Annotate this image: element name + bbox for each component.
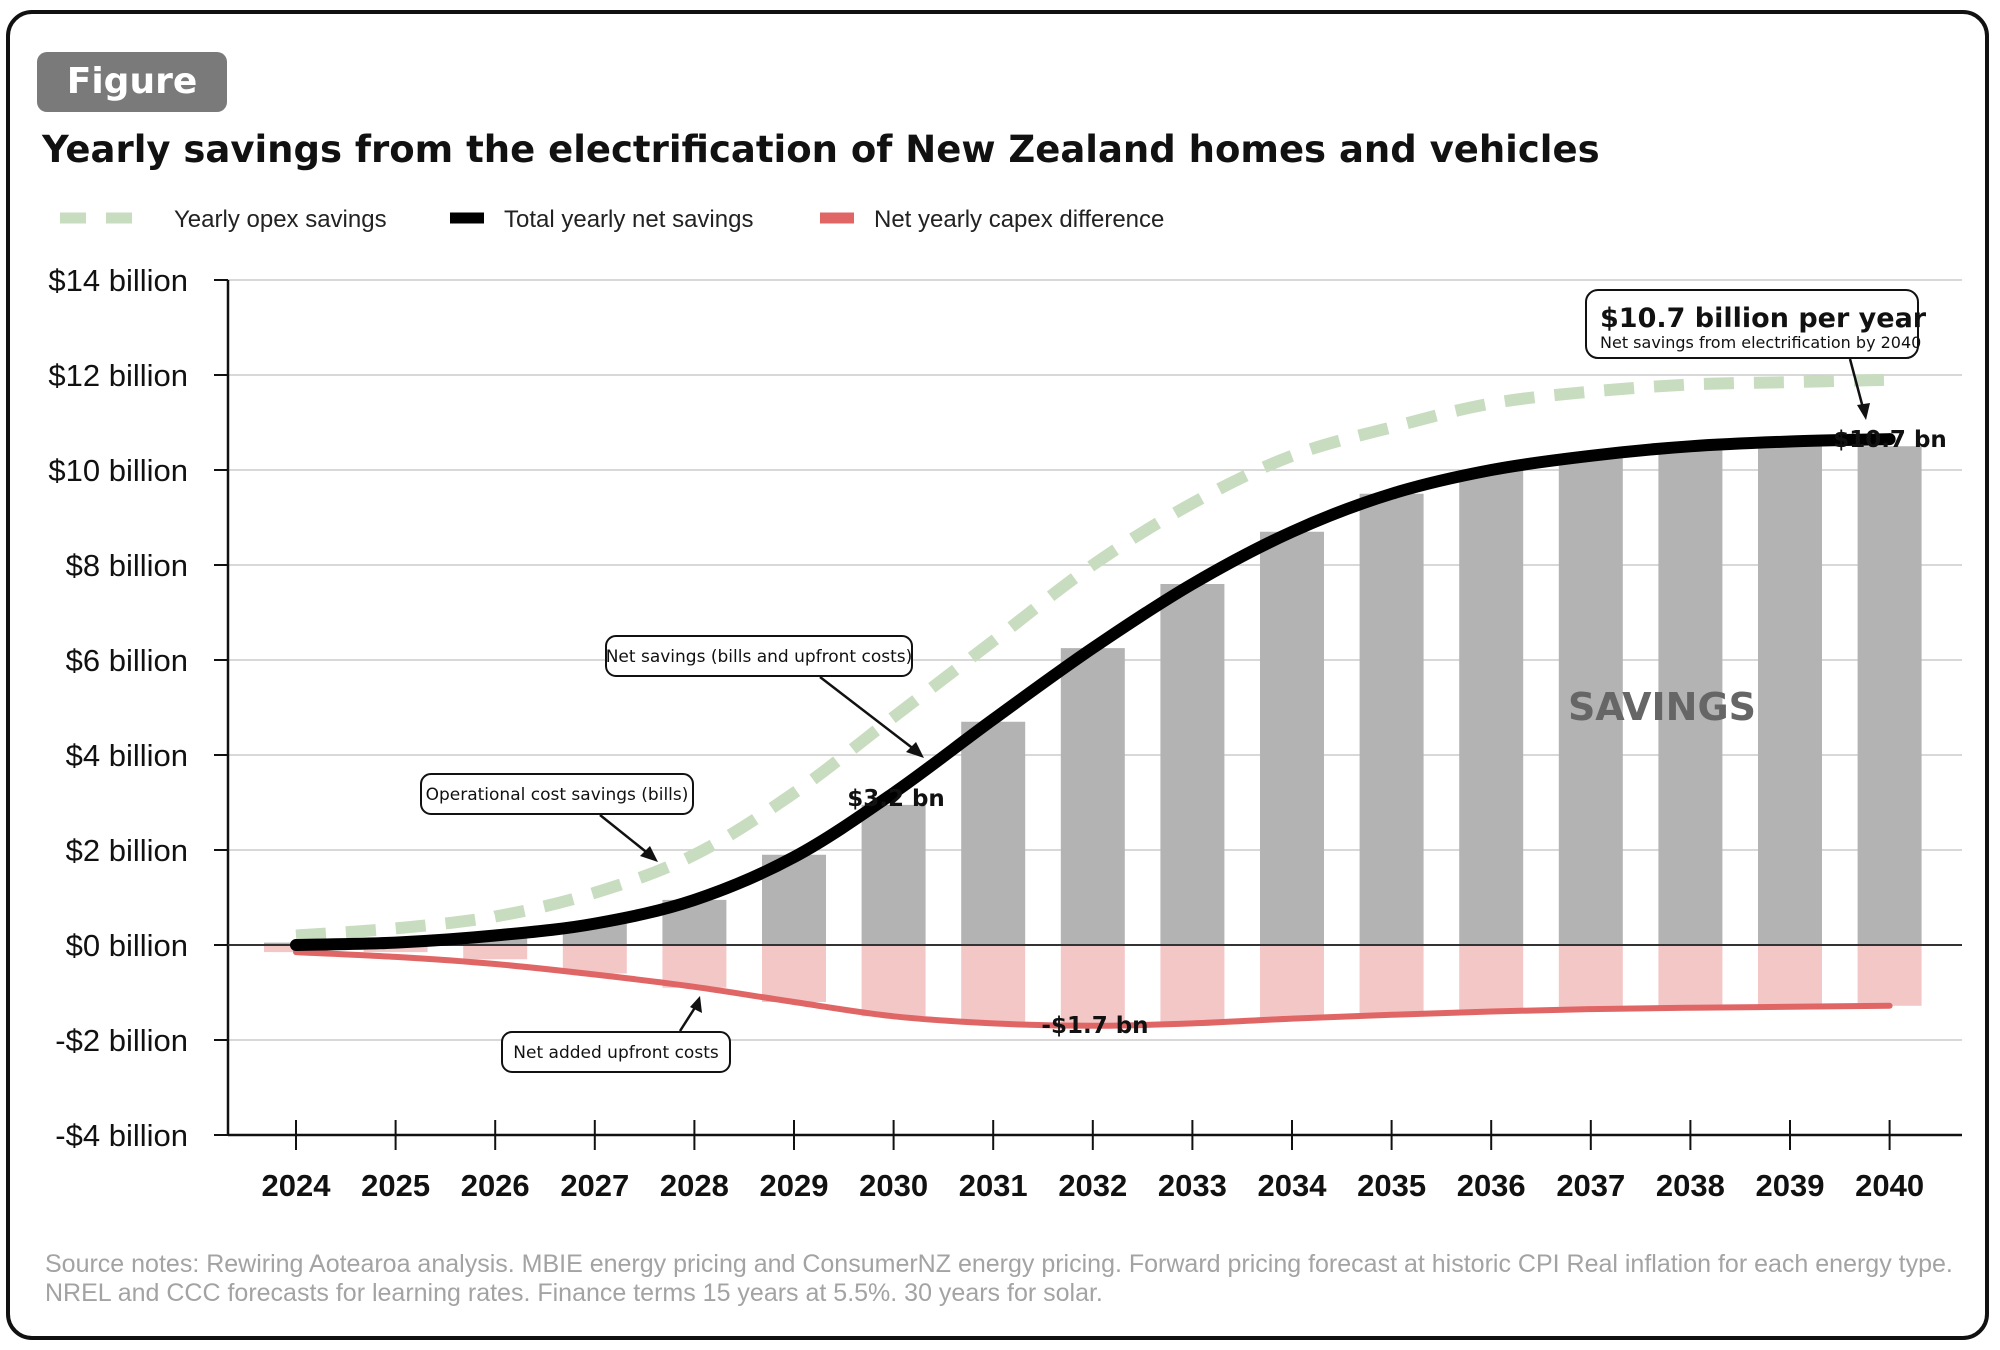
y-tick-label: -$4 billion xyxy=(55,1118,188,1153)
capex-bar xyxy=(463,945,528,960)
figure-label: Figure 10 xyxy=(37,52,227,162)
savings-bar xyxy=(1459,470,1524,945)
capex-bar xyxy=(1160,945,1225,1024)
capex-bar xyxy=(1558,945,1623,1010)
capex-bar xyxy=(1758,945,1822,1007)
capex-bar xyxy=(861,945,926,1017)
x-tick-labels: 2024 2025 2026 2027 2028 2029 2030 2031 2032 2033… xyxy=(262,1168,1925,1203)
chart-title: Yearly savings from the electrification … xyxy=(42,128,1600,171)
x-tick-label: 2036 xyxy=(1457,1168,1526,1203)
x-tick-label: 2028 xyxy=(660,1168,729,1203)
y-tick-label: $4 billion xyxy=(66,738,188,773)
capex-min-label: -$1.7 bn xyxy=(1041,1013,1148,1039)
axes xyxy=(226,280,1962,1150)
opex-line xyxy=(295,373,1890,942)
y-tick-labels: -$4 billion -$2 billion $0 billion $2 billi… xyxy=(48,263,188,1153)
callout-net-savings: Net savings (bills and upfront costs) xyxy=(605,635,924,758)
series-lines xyxy=(290,373,1896,1029)
x-tick-label: 2026 xyxy=(461,1168,530,1203)
legend-label-net: Total yearly net savings xyxy=(504,206,753,233)
legend-label-opex: Yearly opex savings xyxy=(174,206,387,233)
x-tick-label: 2033 xyxy=(1158,1168,1227,1203)
x-tick-label: 2034 xyxy=(1258,1168,1328,1203)
savings-label: SAVINGS xyxy=(1568,685,1756,729)
y-tick-label: $8 billion xyxy=(66,548,188,583)
callout-opex-leader xyxy=(599,814,651,856)
bars xyxy=(264,441,1922,1026)
callout-opex: Operational cost savings (bills) xyxy=(420,773,694,862)
callout-2040-subtitle: Net savings from electrification by 2040 xyxy=(1600,333,1921,352)
x-tick-label: 2029 xyxy=(760,1168,829,1203)
callout-opex-arrowhead xyxy=(640,846,658,862)
callout-opex-box xyxy=(420,773,694,815)
callout-capex-text: Net added upfront costs xyxy=(513,1043,719,1063)
savings-bar xyxy=(1359,493,1424,945)
x-tick-label: 2027 xyxy=(560,1168,629,1203)
savings-bar xyxy=(1060,648,1125,945)
callout-net-arrowhead xyxy=(906,742,924,758)
x-tick-label: 2038 xyxy=(1656,1168,1725,1203)
legend: Yearly opex savings Total yearly net sav… xyxy=(60,206,1164,233)
x-tick-label: 2024 xyxy=(262,1168,332,1203)
y-tick-label: $6 billion xyxy=(66,643,188,678)
callout-net-text: Net savings (bills and upfront costs) xyxy=(606,647,913,667)
savings-bar xyxy=(861,804,926,945)
callout-2040-arrowhead xyxy=(1857,403,1870,420)
x-tick-label: 2040 xyxy=(1855,1168,1924,1203)
y-tick-label: $0 billion xyxy=(66,928,188,963)
x-tick-label: 2032 xyxy=(1058,1168,1127,1203)
x-tick-label: 2030 xyxy=(859,1168,928,1203)
callout-net-leader xyxy=(819,676,916,751)
net-2030-label: $3.2 bn xyxy=(847,786,945,812)
callout-net-box xyxy=(605,635,913,677)
savings-bar xyxy=(961,721,1026,945)
capex-bar xyxy=(1658,945,1723,1008)
callout-2040-box xyxy=(1585,289,1919,359)
capex-bar xyxy=(562,945,627,974)
callout-2040: $10.7 billion per year Net savings from … xyxy=(1585,289,1927,420)
net-2040-label: $10.7 bn xyxy=(1833,427,1947,453)
capex-bar xyxy=(1060,945,1125,1026)
y-tick-label: $2 billion xyxy=(66,833,188,868)
callout-opex-text: Operational cost savings (bills) xyxy=(426,785,689,805)
savings-bar xyxy=(1857,446,1922,945)
capex-bar xyxy=(1459,945,1524,1012)
x-tick-label: 2035 xyxy=(1357,1168,1426,1203)
x-tick-label: 2025 xyxy=(361,1168,430,1203)
capex-bar xyxy=(1359,945,1424,1015)
capex-bar xyxy=(762,945,826,1002)
x-tick-label: 2037 xyxy=(1556,1168,1625,1203)
legend-label-capex: Net yearly capex difference xyxy=(874,206,1164,233)
x-tick-label: 2039 xyxy=(1756,1168,1825,1203)
savings-bar xyxy=(1558,455,1623,945)
y-tick-label: $10 billion xyxy=(48,453,188,488)
capex-line xyxy=(293,949,1893,1029)
callout-2040-title: $10.7 billion per year xyxy=(1600,303,1927,334)
callout-capex-leader xyxy=(678,1005,698,1032)
source-notes: Source notes: Rewiring Aotearoa analysis… xyxy=(45,1250,1953,1307)
callout-capex-arrowhead xyxy=(690,996,702,1013)
y-tick-label: $12 billion xyxy=(48,358,188,393)
y-tick-label: $14 billion xyxy=(48,263,188,298)
savings-bar xyxy=(1260,531,1324,945)
capex-bar xyxy=(662,945,727,988)
savings-bar xyxy=(1758,441,1822,945)
savings-bar xyxy=(1658,446,1723,945)
net-savings-line xyxy=(290,433,1896,951)
callout-2040-leader xyxy=(1848,358,1865,409)
x-tick-label: 2031 xyxy=(959,1168,1028,1203)
savings-bar xyxy=(1160,584,1225,945)
capex-bar xyxy=(961,945,1026,1024)
callout-capex-box xyxy=(501,1031,731,1073)
capex-bar xyxy=(1857,945,1922,1006)
y-tick-label: -$2 billion xyxy=(55,1023,188,1058)
capex-bar xyxy=(1260,945,1324,1019)
callout-capex: Net added upfront costs xyxy=(501,996,731,1073)
